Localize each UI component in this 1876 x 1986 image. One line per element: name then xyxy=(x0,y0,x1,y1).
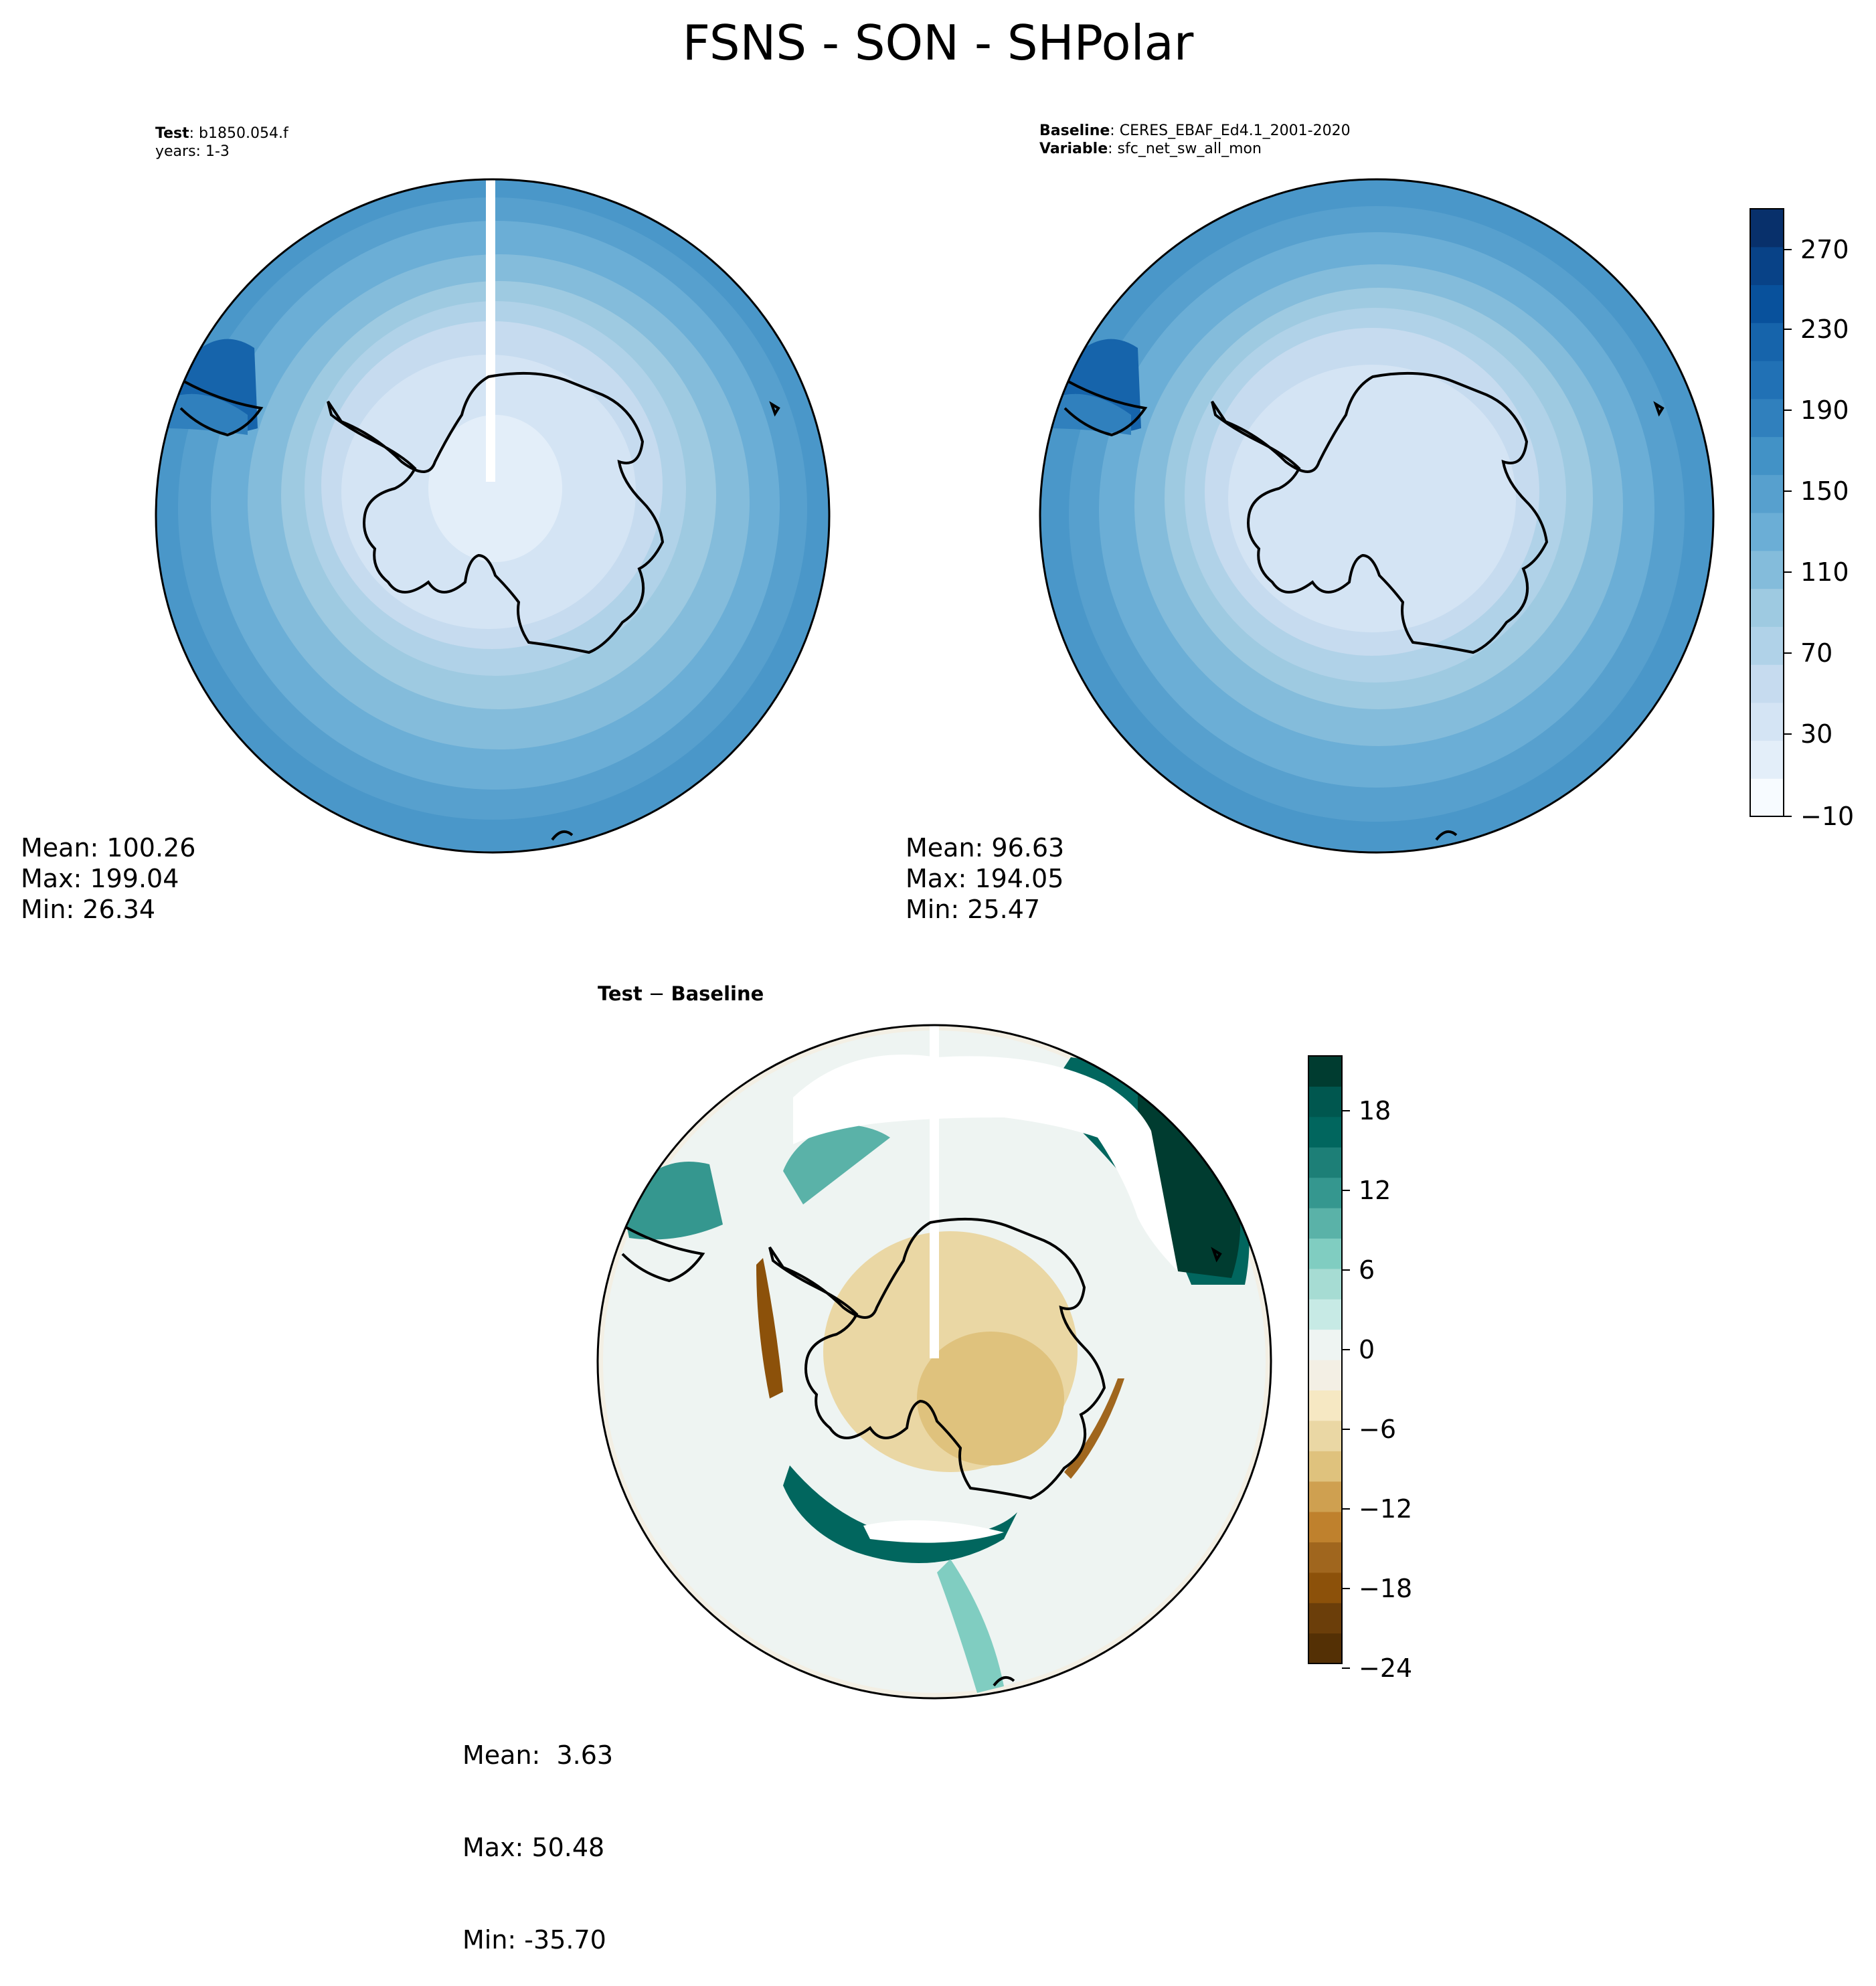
baseline-map-outline xyxy=(1039,178,1715,854)
colorbar-band xyxy=(1750,398,1784,438)
diff-colorbar-tick-label: 0 xyxy=(1359,1335,1375,1364)
colorbar-band xyxy=(1750,284,1784,323)
test-label-key: Test xyxy=(155,125,189,142)
test-stats: Mean: 100.26 Max: 199.04 Min: 26.34 xyxy=(21,832,195,925)
diff-colorbar-tick-label: 12 xyxy=(1359,1176,1391,1205)
diff-map-outline xyxy=(596,1024,1272,1700)
main-colorbar-tick-label: 230 xyxy=(1800,314,1849,344)
colorbar-band xyxy=(1308,1238,1342,1269)
baseline-coastline xyxy=(1063,371,1665,841)
colorbar-band xyxy=(1308,1147,1342,1178)
main-colorbar-tick-label: 270 xyxy=(1800,235,1849,264)
colorbar-band xyxy=(1308,1360,1342,1390)
diff-colorbar-tick-label: −6 xyxy=(1359,1415,1397,1444)
diff-header: Test − Baseline xyxy=(598,982,764,1005)
diff-colorbar-tick-label: −12 xyxy=(1359,1494,1413,1524)
baseline-map xyxy=(1040,179,1713,852)
colorbar-band xyxy=(1750,361,1784,399)
diff-colorbar-tick-label: −18 xyxy=(1359,1574,1413,1603)
diff-stat-max: Max: 50.48 xyxy=(462,1833,605,1862)
main-colorbar-tick-label: 110 xyxy=(1800,557,1849,587)
colorbar-band xyxy=(1308,1420,1342,1451)
colorbar-band xyxy=(1750,436,1784,475)
baseline-var-key: Variable xyxy=(1039,141,1108,157)
colorbar-band xyxy=(1308,1633,1342,1664)
colorbar-band xyxy=(1750,626,1784,665)
colorbar-band xyxy=(1750,740,1784,779)
colorbar-band xyxy=(1308,1299,1342,1330)
colorbar-band xyxy=(1750,778,1784,817)
test-years: years: 1-3 xyxy=(155,143,230,160)
colorbar-band xyxy=(1308,1481,1342,1512)
test-coastline xyxy=(179,371,780,841)
main-colorbar xyxy=(1750,209,1784,817)
diff-colorbar-frame xyxy=(1308,1055,1343,1664)
figure-canvas xyxy=(155,178,1792,1700)
test-map xyxy=(156,179,829,852)
colorbar-band xyxy=(1750,474,1784,513)
colorbar-band xyxy=(1308,1116,1342,1148)
main-colorbar-tick-label: 150 xyxy=(1800,476,1849,506)
test-map-outline xyxy=(155,178,831,854)
colorbar-band xyxy=(1308,1329,1342,1360)
baseline-var-sep: : xyxy=(1108,141,1113,157)
colorbar-band xyxy=(1750,664,1784,703)
colorbar-band xyxy=(1308,1056,1342,1087)
colorbar-band xyxy=(1308,1390,1342,1421)
diff-title-key: Test xyxy=(598,982,643,1005)
main-colorbar-tick-label: 70 xyxy=(1800,638,1833,668)
baseline-label-value: CERES_EBAF_Ed4.1_2001-2020 xyxy=(1119,122,1351,139)
test-label-value: b1850.054.f xyxy=(199,125,288,142)
baseline-header: Baseline: CERES_EBAF_Ed4.1_2001-2020 Var… xyxy=(1039,122,1351,158)
diff-title-value: Baseline xyxy=(671,982,764,1005)
main-colorbar-ticks xyxy=(1784,249,1792,817)
main-colorbar-tick-label: −10 xyxy=(1800,802,1855,831)
colorbar-band xyxy=(1308,1542,1342,1573)
test-stat-mean: Mean: 100.26 xyxy=(21,833,196,863)
main-colorbar-frame xyxy=(1750,208,1784,817)
diff-colorbar xyxy=(1308,1056,1342,1664)
colorbar-band xyxy=(1750,702,1784,741)
diff-stat-min: Min: -35.70 xyxy=(462,1925,606,1955)
colorbar-band xyxy=(1308,1512,1342,1542)
baseline-label-sep: : xyxy=(1110,122,1115,139)
diff-stats: Mean: 3.63 Max: 50.48 Min: -35.70 xyxy=(462,1678,613,1986)
baseline-stats: Mean: 96.63 Max: 194.05 Min: 25.47 xyxy=(906,832,1064,925)
colorbar-band xyxy=(1750,513,1784,551)
diff-colorbar-ticks xyxy=(1342,1110,1350,1669)
colorbar-band xyxy=(1308,1268,1342,1299)
colorbar-band xyxy=(1308,1086,1342,1117)
diff-colorbar-tick-label: 18 xyxy=(1359,1096,1391,1125)
diff-coastline xyxy=(621,1217,1222,1687)
colorbar-band xyxy=(1750,209,1784,248)
test-header: Test: b1850.054.f years: 1-3 xyxy=(155,124,288,161)
diff-colorbar-tick-label: 6 xyxy=(1359,1255,1375,1285)
test-label-sep: : xyxy=(189,125,195,142)
test-stat-min: Min: 26.34 xyxy=(21,895,156,924)
baseline-var-value: sfc_net_sw_all_mon xyxy=(1117,141,1262,157)
colorbar-band xyxy=(1308,1177,1342,1208)
colorbar-band xyxy=(1750,550,1784,590)
colorbar-band xyxy=(1308,1208,1342,1239)
baseline-stat-max: Max: 194.05 xyxy=(906,864,1064,893)
diff-title-op: − xyxy=(642,982,671,1005)
colorbar-band xyxy=(1750,246,1784,286)
main-colorbar-tick-label: 30 xyxy=(1800,719,1833,749)
baseline-label-key: Baseline xyxy=(1039,122,1110,139)
test-stat-max: Max: 199.04 xyxy=(21,864,179,893)
baseline-stat-min: Min: 25.47 xyxy=(906,895,1041,924)
baseline-stat-mean: Mean: 96.63 xyxy=(906,833,1065,863)
colorbar-band xyxy=(1750,588,1784,627)
figure-title: FSNS - SON - SHPolar xyxy=(682,15,1194,71)
colorbar-band xyxy=(1308,1572,1342,1603)
colorbar-band xyxy=(1308,1451,1342,1482)
diff-stat-mean: Mean: 3.63 xyxy=(462,1740,614,1770)
colorbar-band xyxy=(1308,1603,1342,1634)
diff-colorbar-tick-label: −24 xyxy=(1359,1653,1413,1683)
diff-map xyxy=(598,1025,1271,1698)
main-colorbar-tick-label: 190 xyxy=(1800,395,1849,425)
colorbar-band xyxy=(1750,323,1784,361)
